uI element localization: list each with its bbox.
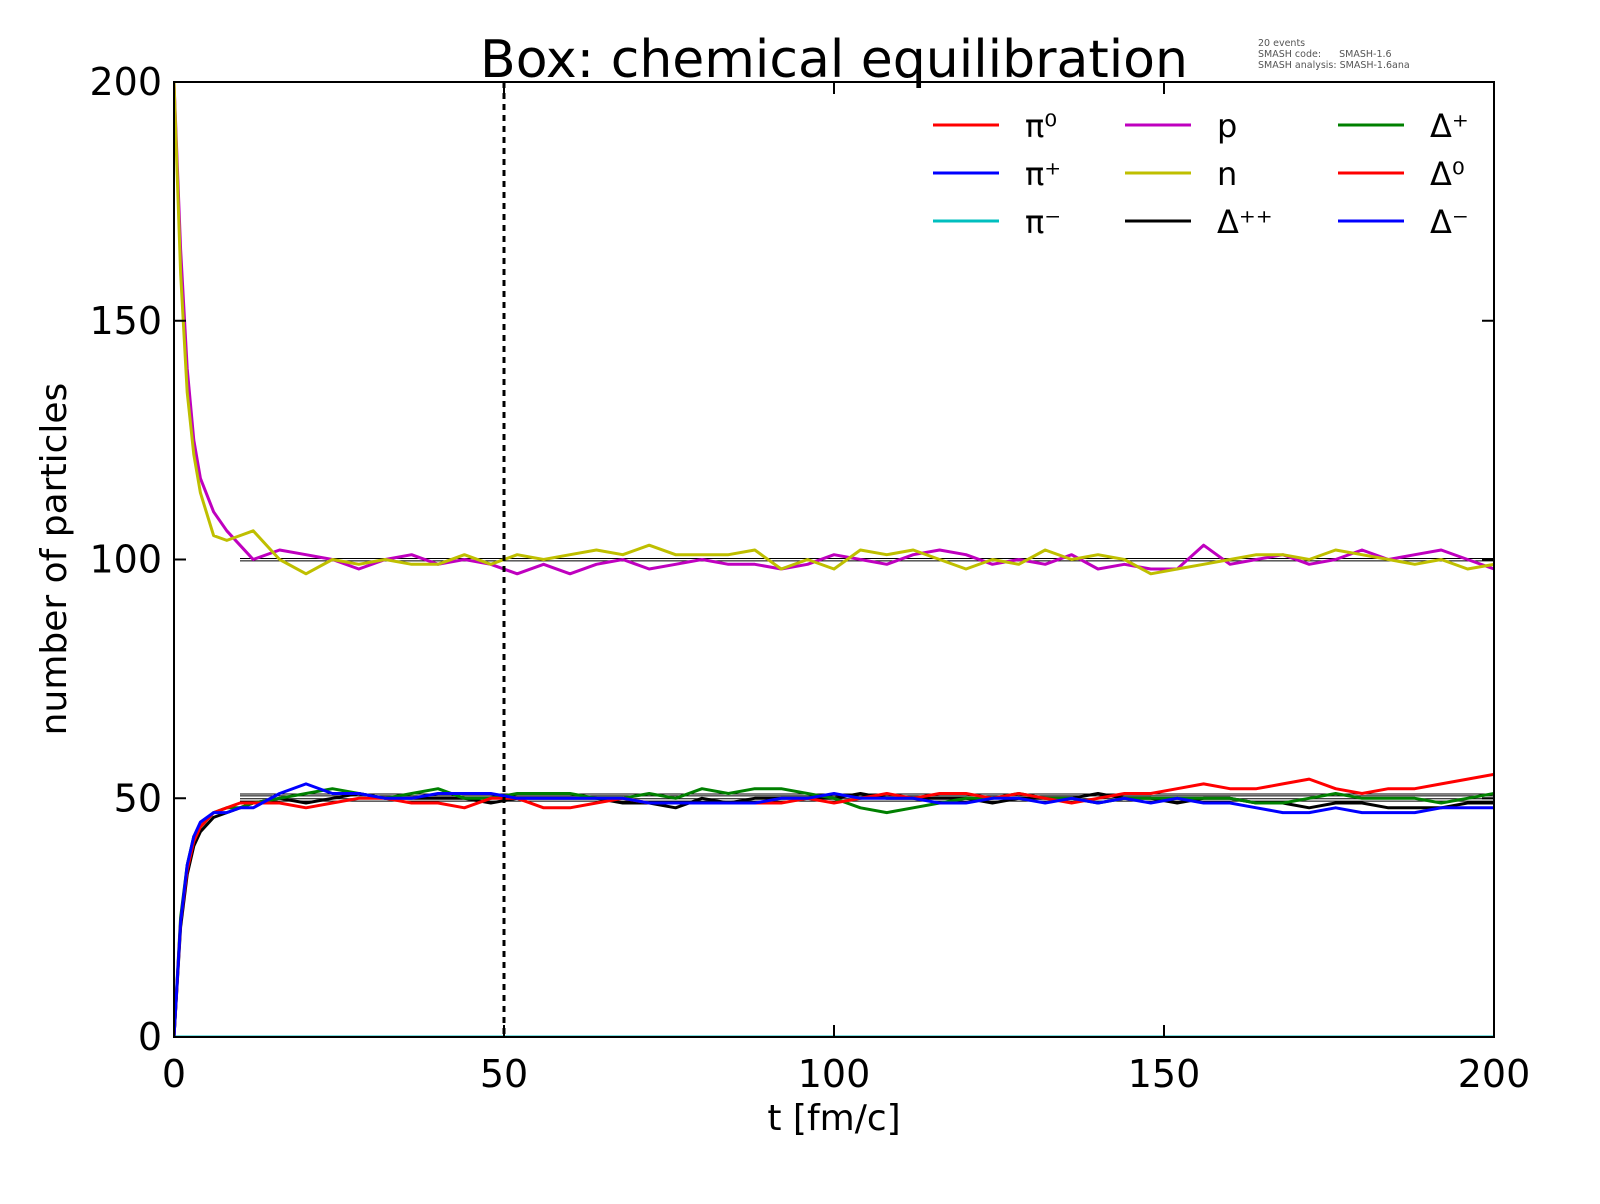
y-axis-label: number of particles xyxy=(34,383,75,736)
series-line-7 xyxy=(174,772,1494,1037)
x-tick-label: 0 xyxy=(162,1052,186,1096)
legend-label: p xyxy=(1217,107,1237,145)
y-tick-label: 50 xyxy=(114,776,162,820)
annotation-line: SMASH code: SMASH-1.6 xyxy=(1258,49,1392,60)
legend-label: π⁺ xyxy=(1025,155,1061,193)
legend-label: Δ⁰ xyxy=(1430,155,1465,193)
y-tick-label: 150 xyxy=(89,299,162,343)
y-tick-label: 0 xyxy=(138,1015,162,1059)
legend-label: π⁻ xyxy=(1025,203,1061,241)
axis-ticks: 0 50 100 150 200 0 50 100 150 200 xyxy=(89,60,1530,1096)
series-line-6 xyxy=(174,787,1494,1037)
series-line-3 xyxy=(174,82,1494,576)
legend: π⁰ π⁺ π⁻ pn Δ⁺⁺ Δ⁺ Δ⁰ Δ⁻ xyxy=(933,107,1469,241)
chart-title: Box: chemical equilibration xyxy=(480,30,1188,90)
series-line-5 xyxy=(174,792,1494,1037)
legend-label: n xyxy=(1217,155,1237,193)
y-tick-label: 200 xyxy=(89,60,162,104)
series-group xyxy=(174,82,1494,1037)
y-tick-label: 100 xyxy=(89,538,162,582)
x-tick-label: 50 xyxy=(480,1052,528,1096)
annotation-line: 20 events xyxy=(1258,38,1305,49)
legend-label: Δ⁻ xyxy=(1430,203,1469,241)
x-tick-label: 200 xyxy=(1458,1052,1531,1096)
series-line-8 xyxy=(174,782,1494,1037)
series-line-4 xyxy=(174,82,1494,576)
annotation-line: SMASH analysis: SMASH-1.6ana xyxy=(1258,60,1410,71)
legend-label: Δ⁺⁺ xyxy=(1217,203,1273,241)
x-tick-label: 100 xyxy=(798,1052,871,1096)
legend-label: π⁰ xyxy=(1025,107,1057,145)
legend-label: Δ⁺ xyxy=(1430,107,1469,145)
x-axis-label: t [fm/c] xyxy=(767,1098,900,1139)
x-tick-label: 150 xyxy=(1128,1052,1201,1096)
plot-area xyxy=(174,82,1494,1037)
